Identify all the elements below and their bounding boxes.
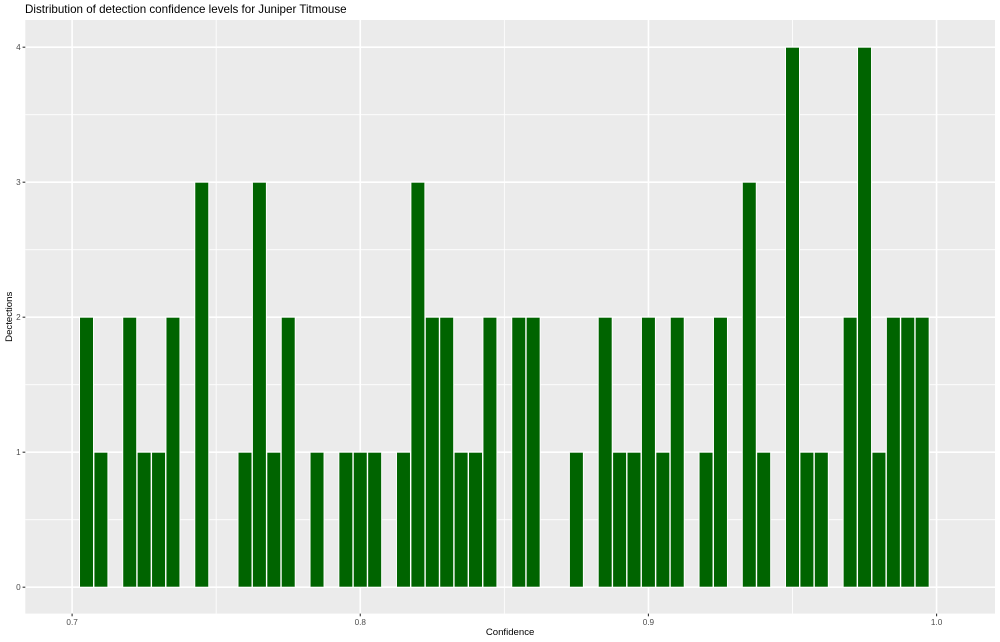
svg-text:0.7: 0.7 — [66, 618, 78, 627]
svg-text:Dectections: Dectections — [4, 292, 15, 342]
svg-text:Distribution of detection conf: Distribution of detection confidence lev… — [25, 3, 347, 16]
svg-text:0.8: 0.8 — [355, 618, 367, 627]
svg-text:1.0: 1.0 — [931, 618, 943, 627]
svg-text:Confidence: Confidence — [486, 627, 535, 638]
svg-text:0.9: 0.9 — [643, 618, 655, 627]
svg-text:3: 3 — [16, 178, 21, 187]
svg-text:1: 1 — [16, 448, 21, 457]
svg-text:4: 4 — [16, 43, 21, 52]
svg-text:2: 2 — [16, 313, 21, 322]
svg-text:0: 0 — [16, 583, 21, 592]
